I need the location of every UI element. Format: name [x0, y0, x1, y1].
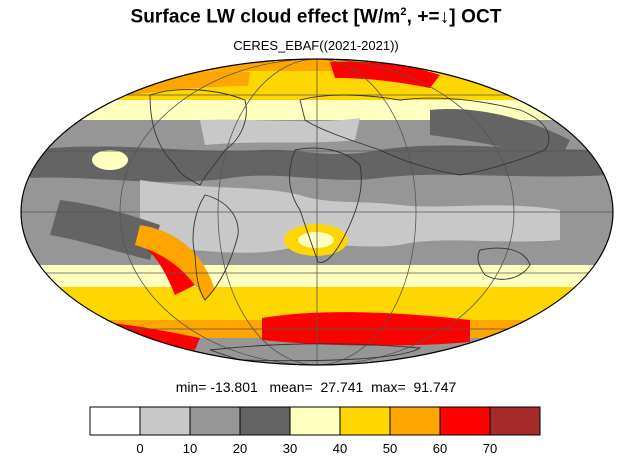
south-atlantic-warm-inner — [298, 232, 334, 248]
colorbar-tick-label: 60 — [433, 441, 447, 456]
itcz-dark — [30, 145, 610, 182]
colorbar-box — [489, 406, 541, 436]
colorbar-tick-label: 0 — [136, 441, 143, 456]
mean-value: 27.741 — [320, 379, 364, 395]
colorbar-box — [389, 406, 441, 436]
colorbar-ticks: 0 10 20 30 40 50 60 70 — [136, 441, 497, 456]
title-superscript: 2 — [400, 6, 407, 18]
colorbar-tick-label: 40 — [333, 441, 347, 456]
max-label: max= — [371, 379, 406, 395]
colorbar-tick-label: 30 — [283, 441, 297, 456]
pacific-warm-patch — [92, 150, 128, 170]
coastlines — [149, 89, 550, 362]
asia-dark — [430, 109, 570, 160]
colorbar-box — [189, 406, 241, 436]
field-statistics: min= -13.801 mean= 27.741 max= 91.747 — [0, 379, 632, 395]
map-title: Surface LW cloud effect [W/m2, +=↓] OCT — [0, 6, 632, 28]
colorbar-tick-label: 50 — [383, 441, 397, 456]
min-label: min= — [175, 379, 207, 395]
title-rest: , +=↓] OCT — [406, 6, 502, 28]
colorbar-tick-label: 70 — [483, 441, 497, 456]
east-pacific-dark — [50, 200, 160, 260]
colorbar-tick-label: 10 — [183, 441, 197, 456]
colorbar-box — [339, 406, 391, 436]
map-subtitle: CERES_EBAF((2021-2021)) — [233, 38, 399, 53]
colorbar-box — [439, 406, 491, 436]
min-value: -13.801 — [210, 379, 258, 395]
map-border — [20, 58, 614, 366]
title-main: Surface LW cloud effect [W/m — [130, 6, 401, 28]
colorbar-tick-label: 20 — [233, 441, 247, 456]
atlantic-light — [200, 118, 360, 145]
colorbar-box — [289, 406, 341, 436]
colorbar-boxes — [89, 406, 541, 436]
colorbar-box — [239, 406, 291, 436]
subtropical-light — [140, 180, 560, 253]
colorbar-box — [89, 406, 141, 436]
max-value: 91.747 — [413, 379, 457, 395]
colorbar-box — [139, 406, 191, 436]
mean-label: mean= — [269, 379, 313, 395]
arctic-red — [330, 61, 440, 88]
south-america-orange — [135, 225, 215, 300]
